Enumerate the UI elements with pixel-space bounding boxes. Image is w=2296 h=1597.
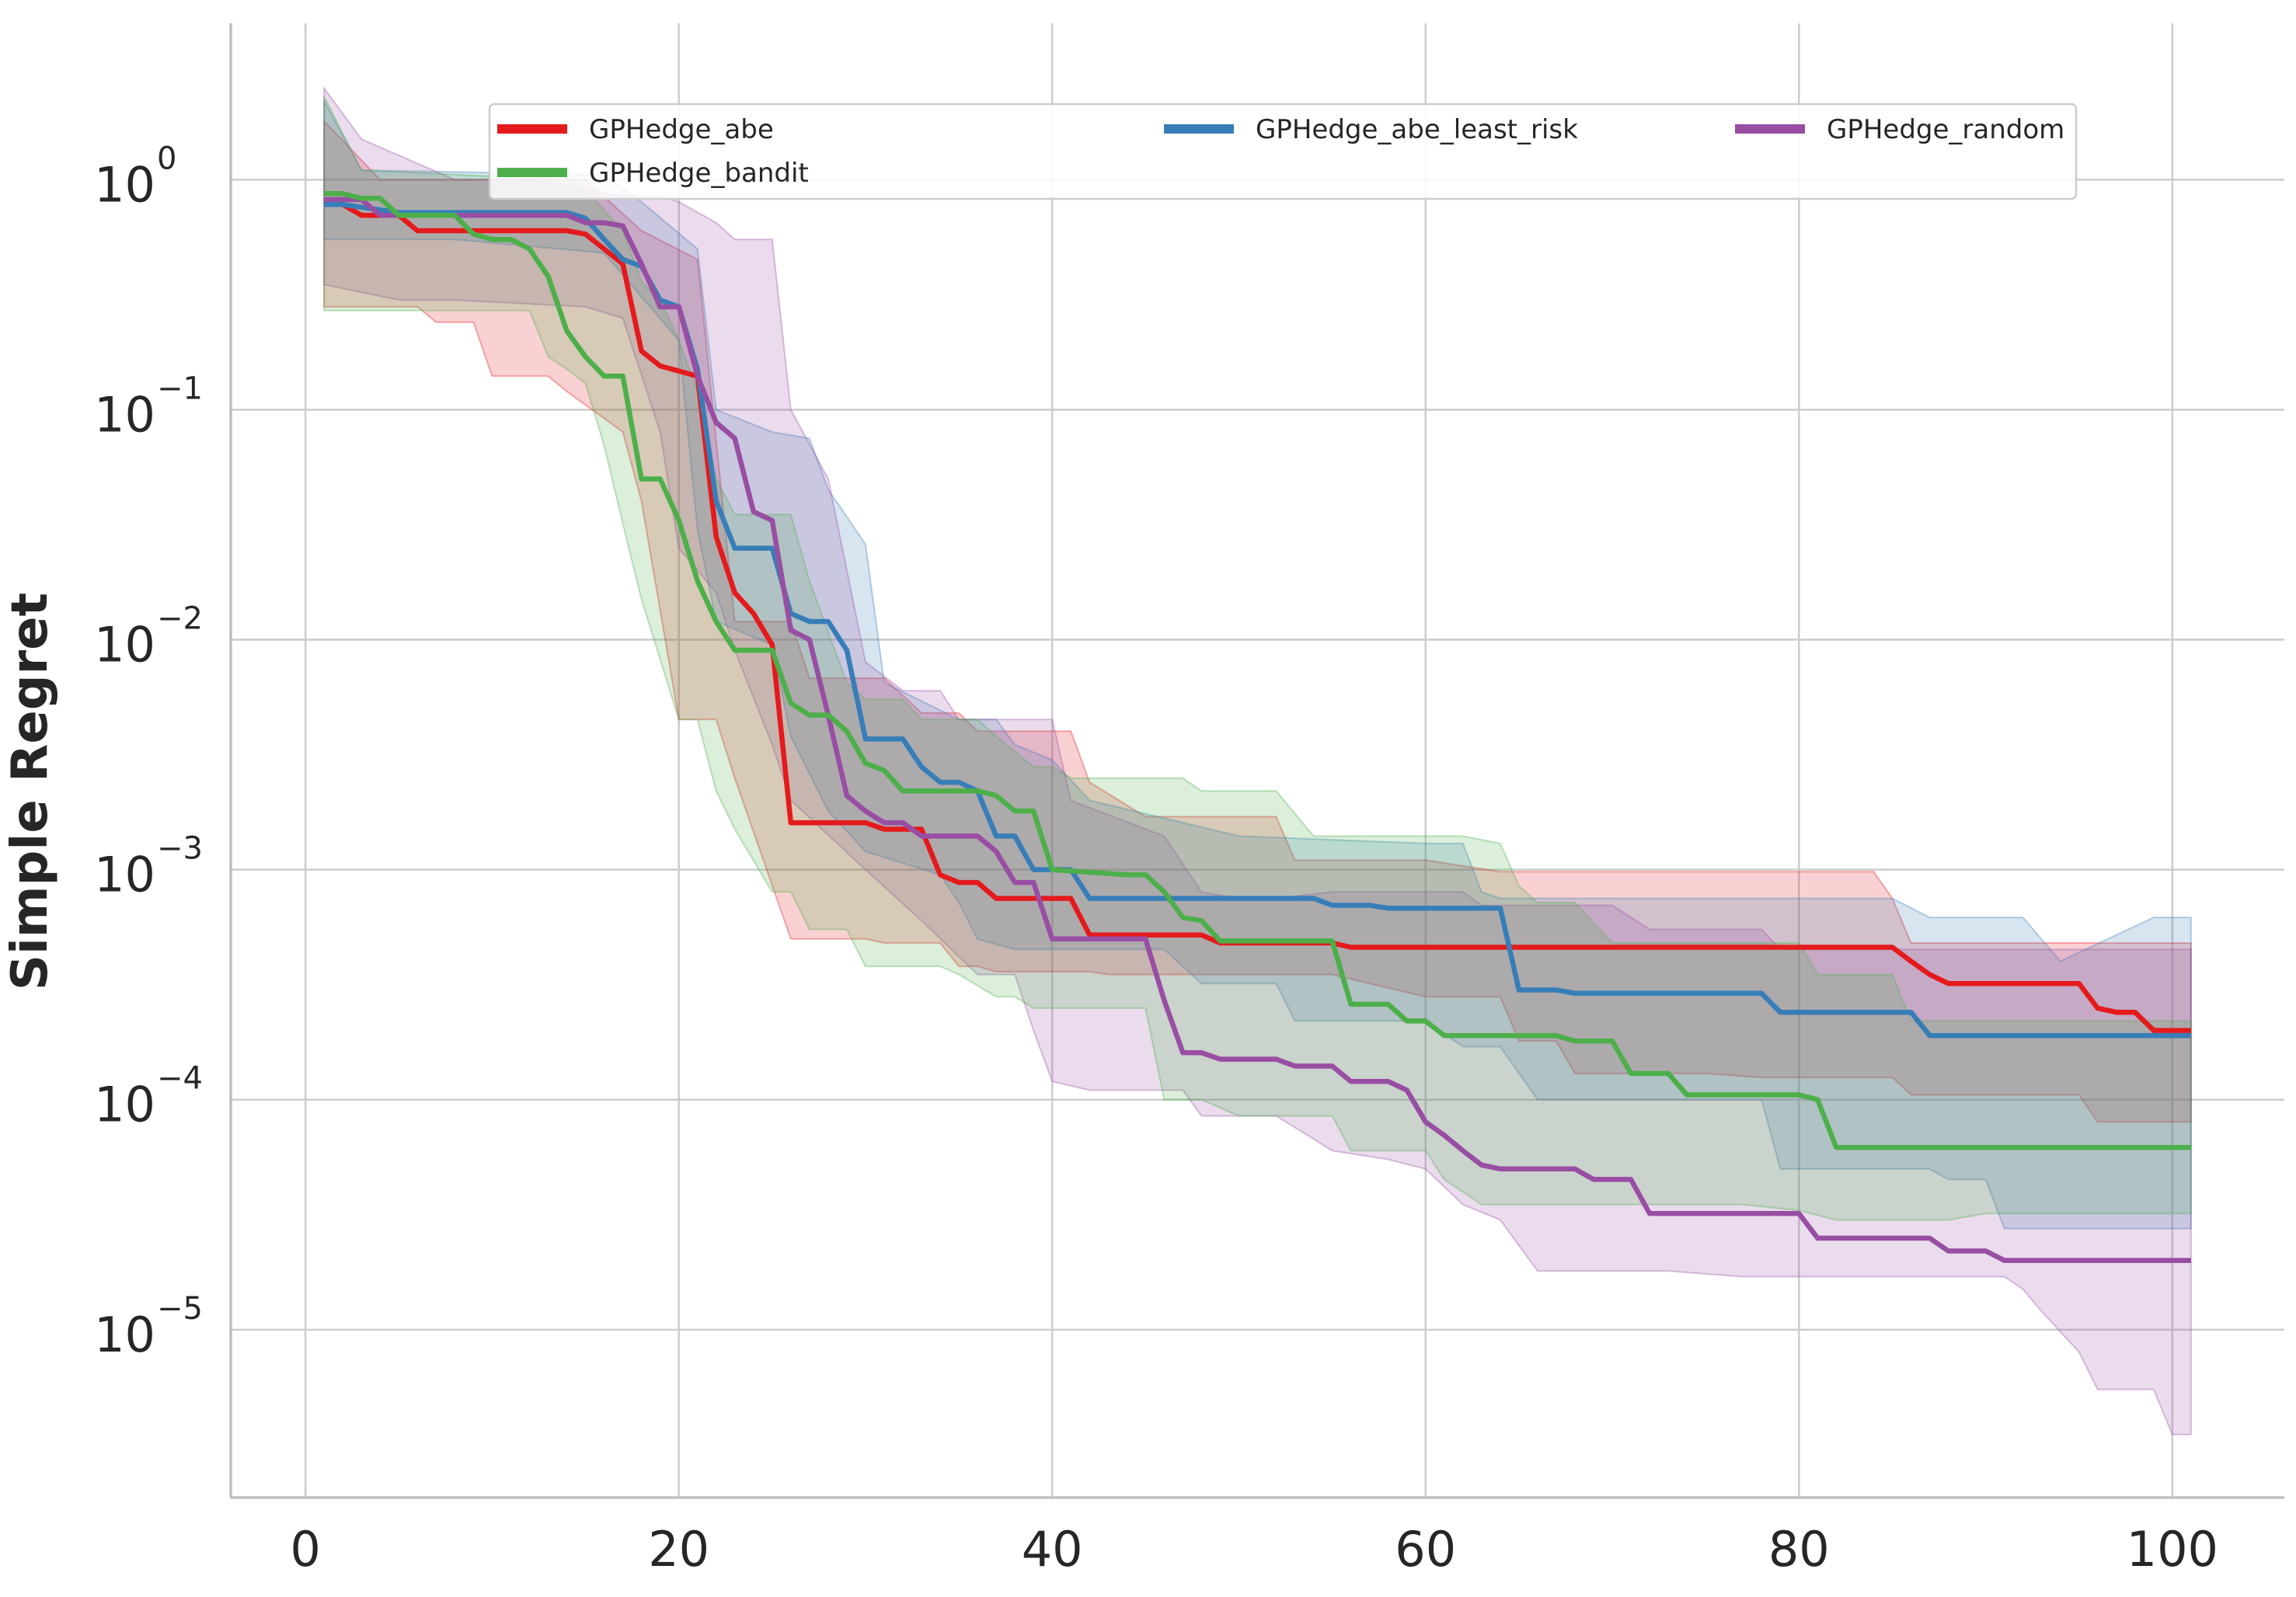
- legend-label: GPHedge_abe: [589, 114, 774, 145]
- y-tick-base: 10: [94, 1077, 155, 1133]
- x-tick-labels: 0 20 40 60 80 100: [290, 1521, 2218, 1578]
- y-tick-base: 10: [94, 386, 155, 443]
- y-tick-base: 10: [94, 617, 155, 673]
- y-tick-base: 10: [94, 847, 155, 903]
- band-GPHedge_abe: [323, 119, 2192, 1123]
- series-line-GPHedge_random: [324, 197, 2191, 1263]
- x-tick-label: 80: [1768, 1521, 1830, 1578]
- series-line-GPHedge_bandit: [324, 191, 2191, 1150]
- y-tick-base: 10: [94, 1306, 155, 1363]
- legend-item: GPHedge_bandit: [497, 158, 809, 189]
- legend-label: GPHedge_abe_least_risk: [1256, 114, 1578, 145]
- y-tick-exponent: −1: [157, 371, 203, 406]
- y-tick-exponent: −4: [157, 1061, 203, 1097]
- axes: [229, 23, 2284, 1499]
- y-tick-base: 10: [94, 156, 155, 213]
- y-tick-label: 10 −4: [94, 1061, 203, 1133]
- x-tick-label: 0: [290, 1521, 320, 1578]
- x-tick-label: 60: [1395, 1521, 1456, 1578]
- legend-box: [488, 103, 2078, 200]
- x-tick-label: 100: [2127, 1521, 2218, 1578]
- y-tick-label: 10 −3: [94, 831, 203, 903]
- y-axis-title: Simple Regret: [2, 593, 59, 990]
- y-tick-label: 10 −1: [94, 371, 203, 443]
- legend-label: GPHedge_random: [1827, 114, 2064, 145]
- band-GPHedge_bandit: [323, 96, 2192, 1221]
- grid-lines: [231, 23, 2284, 1498]
- series-line-GPHedge_abe: [324, 202, 2191, 1033]
- y-tick-exponent: 0: [157, 141, 176, 176]
- legend-item: GPHedge_random: [1735, 114, 2064, 145]
- legend-item: GPHedge_abe_least_risk: [1164, 114, 1578, 145]
- legend-item: GPHedge_abe: [497, 114, 774, 145]
- band-GPHedge_random: [323, 85, 2192, 1435]
- legend: GPHedge_abe GPHedge_abe_least_risk GPHedge…: [488, 103, 2078, 200]
- y-tick-exponent: −3: [157, 831, 203, 867]
- legend-label: GPHedge_bandit: [589, 158, 809, 189]
- y-tick-exponent: −2: [157, 601, 203, 637]
- y-tick-label: 10 −2: [94, 601, 203, 673]
- y-tick-exponent: −5: [157, 1291, 203, 1327]
- x-tick-label: 20: [648, 1521, 709, 1578]
- y-tick-label: 10 −5: [94, 1291, 203, 1363]
- y-tick-label: 10 0: [94, 141, 176, 213]
- series-lines: [324, 191, 2191, 1263]
- x-tick-label: 40: [1022, 1521, 1083, 1578]
